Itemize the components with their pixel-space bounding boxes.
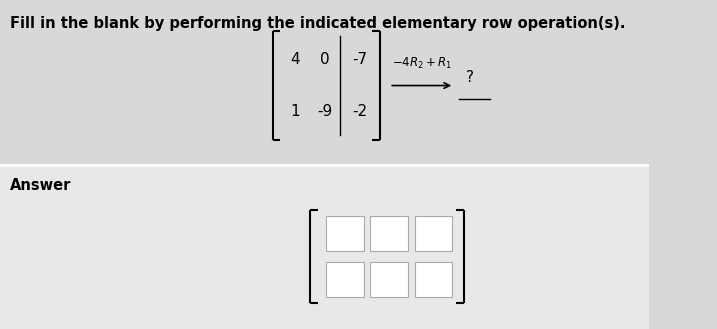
FancyBboxPatch shape xyxy=(414,263,452,297)
Text: -7: -7 xyxy=(353,52,368,67)
Text: $-4R_2+R_1$: $-4R_2+R_1$ xyxy=(391,56,452,71)
Text: -2: -2 xyxy=(353,104,368,119)
FancyBboxPatch shape xyxy=(414,216,452,251)
FancyBboxPatch shape xyxy=(326,216,364,251)
Text: 4: 4 xyxy=(290,52,300,67)
FancyBboxPatch shape xyxy=(371,263,408,297)
FancyBboxPatch shape xyxy=(326,263,364,297)
Text: 0: 0 xyxy=(320,52,329,67)
Text: Fill in the blank by performing the indicated elementary row operation(s).: Fill in the blank by performing the indi… xyxy=(10,16,625,32)
Text: Answer: Answer xyxy=(10,178,71,193)
Text: -9: -9 xyxy=(317,104,332,119)
FancyBboxPatch shape xyxy=(0,164,649,329)
FancyBboxPatch shape xyxy=(371,216,408,251)
Text: 1: 1 xyxy=(290,104,300,119)
Text: ?: ? xyxy=(466,70,474,85)
